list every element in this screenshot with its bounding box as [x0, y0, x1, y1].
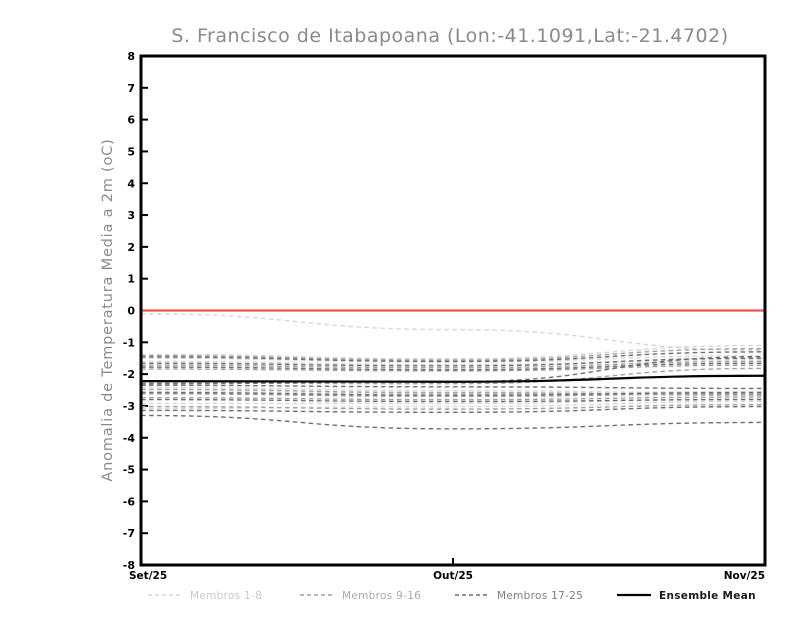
y-tick-label: 8 [127, 50, 135, 63]
y-axis-label: Anomalia de Temperatura Media a 2m (oC) [100, 138, 116, 481]
y-tick-label: -1 [123, 336, 135, 349]
member-line [140, 347, 766, 361]
member-line [140, 414, 766, 430]
x-axis-ticks: Set/25 Out/25 Nov/25 [129, 558, 766, 582]
legend-label: Ensemble Mean [659, 590, 756, 602]
chart-title: S. Francisco de Itabapoana (Lon:-41.1091… [171, 25, 728, 47]
member-line [140, 359, 766, 366]
y-tick-label: -5 [123, 464, 135, 477]
member-line [140, 357, 766, 367]
member-line [140, 312, 766, 351]
y-tick-label: -7 [123, 527, 135, 540]
member-line [140, 393, 766, 398]
y-tick-label: 3 [127, 209, 135, 222]
legend-label: Membros 9-16 [342, 590, 421, 602]
member-line [140, 390, 766, 395]
member-line [140, 405, 766, 414]
chart-legend: Membros 1-8 Membros 9-16 Membros 17-25 Ense… [148, 590, 756, 602]
y-tick-label: -8 [123, 559, 135, 572]
member-line [140, 403, 766, 410]
ensemble-member-lines [140, 312, 766, 430]
y-tick-label: 7 [127, 82, 135, 95]
y-tick-label: -2 [123, 368, 135, 381]
y-tick-label: -6 [123, 495, 136, 508]
y-tick-label: 6 [127, 114, 135, 127]
member-line [140, 391, 766, 396]
x-tick-label: Nov/25 [724, 570, 765, 582]
y-tick-label: 4 [127, 177, 135, 190]
member-line [140, 362, 766, 371]
member-line [140, 364, 766, 372]
member-line [140, 400, 766, 410]
member-line [140, 384, 766, 390]
y-tick-label: 5 [127, 145, 135, 158]
x-tick-label: Set/25 [129, 570, 167, 582]
legend-label: Membros 17-25 [497, 590, 583, 602]
y-tick-label: -4 [123, 432, 136, 445]
y-tick-label: 0 [127, 305, 135, 318]
y-tick-label: -3 [123, 400, 135, 413]
x-tick-label: Out/25 [433, 570, 473, 582]
member-line [140, 396, 766, 401]
y-tick-label: 1 [127, 273, 135, 286]
member-line [140, 351, 766, 363]
plot-frame [139, 54, 767, 567]
member-line [140, 398, 766, 403]
y-tick-label: 2 [127, 241, 135, 254]
ensemble-mean-path [140, 374, 766, 383]
member-line [140, 344, 766, 360]
legend-label: Membros 1-8 [190, 590, 262, 602]
